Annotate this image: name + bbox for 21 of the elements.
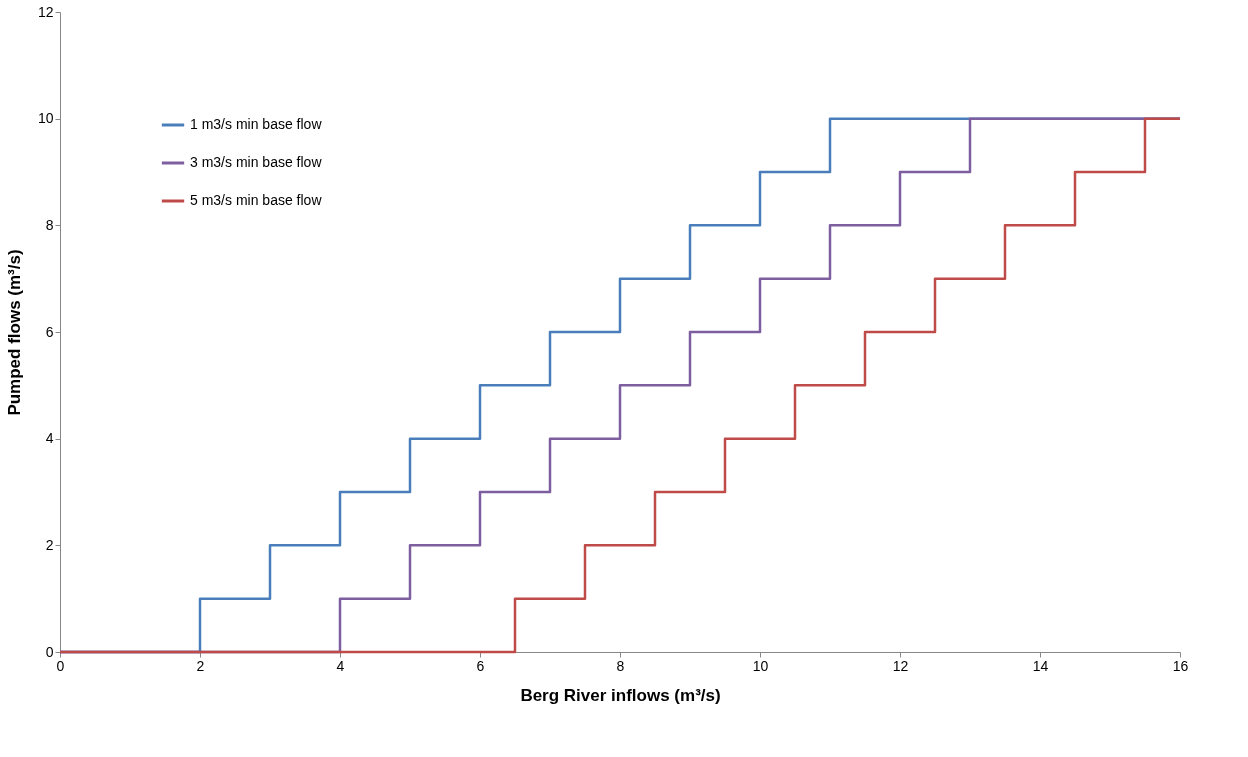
x-tick-label: 8 <box>616 657 625 674</box>
y-tick-label: 6 <box>45 323 54 340</box>
y-tick-label: 12 <box>37 3 54 20</box>
x-tick-label: 2 <box>196 657 205 674</box>
x-axis-title: Berg River inflows (m³/s) <box>520 685 721 705</box>
x-tick-label: 4 <box>336 657 345 674</box>
y-tick-label: 2 <box>45 536 54 553</box>
legend-label: 1 m3/s min base flow <box>190 116 323 132</box>
legend-label: 5 m3/s min base flow <box>190 192 323 208</box>
y-axis-title: Pumped flows (m³/s) <box>4 249 24 416</box>
y-tick-label: 10 <box>37 110 54 127</box>
legend-label: 3 m3/s min base flow <box>190 154 323 170</box>
x-tick-label: 10 <box>752 657 769 674</box>
x-tick-label: 6 <box>476 657 485 674</box>
y-tick-label: 4 <box>45 430 54 447</box>
y-tick-label: 0 <box>45 643 54 660</box>
x-tick-label: 14 <box>1032 657 1049 674</box>
x-tick-label: 12 <box>892 657 909 674</box>
x-tick-label: 0 <box>56 657 65 674</box>
x-tick-label: 16 <box>1172 657 1189 674</box>
y-tick-label: 8 <box>45 216 54 233</box>
